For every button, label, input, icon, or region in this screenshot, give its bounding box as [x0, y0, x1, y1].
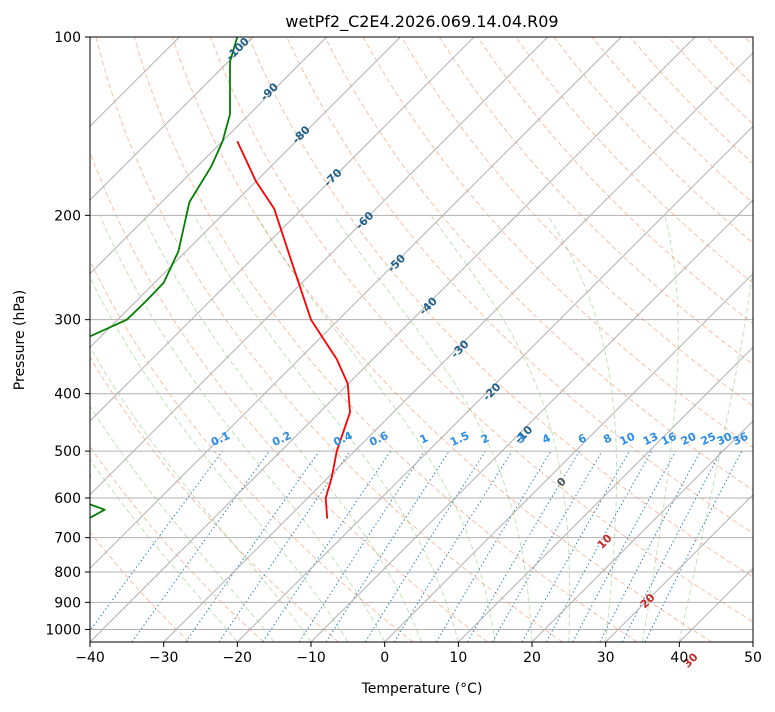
y-tick-label: 400 — [54, 387, 81, 403]
x-tick-label: 10 — [449, 650, 467, 666]
x-axis-label: Temperature (°C) — [361, 681, 483, 697]
x-tick-label: 20 — [523, 650, 541, 666]
x-tick-label: 0 — [380, 650, 389, 666]
x-tick-label: −40 — [75, 650, 105, 666]
x-tick-label: −10 — [296, 650, 326, 666]
x-tick-label: −20 — [223, 650, 253, 666]
x-tick-label: 50 — [744, 650, 762, 666]
y-tick-label: 500 — [54, 444, 81, 460]
y-tick-label: 700 — [54, 531, 81, 547]
y-tick-label: 900 — [54, 595, 81, 611]
y-tick-label: 200 — [54, 208, 81, 224]
y-tick-label: 100 — [54, 30, 81, 46]
x-tick-label: 40 — [670, 650, 688, 666]
x-tick-label: 30 — [597, 650, 615, 666]
y-tick-label: 300 — [54, 313, 81, 329]
y-axis-label: Pressure (hPa) — [12, 290, 28, 390]
y-tick-label: 800 — [54, 565, 81, 581]
chart-title: wetPf2_C2E4.2026.069.14.04.R09 — [285, 12, 558, 32]
x-tick-label: −30 — [149, 650, 179, 666]
y-tick-label: 1000 — [45, 622, 81, 638]
y-tick-label: 600 — [54, 491, 81, 507]
